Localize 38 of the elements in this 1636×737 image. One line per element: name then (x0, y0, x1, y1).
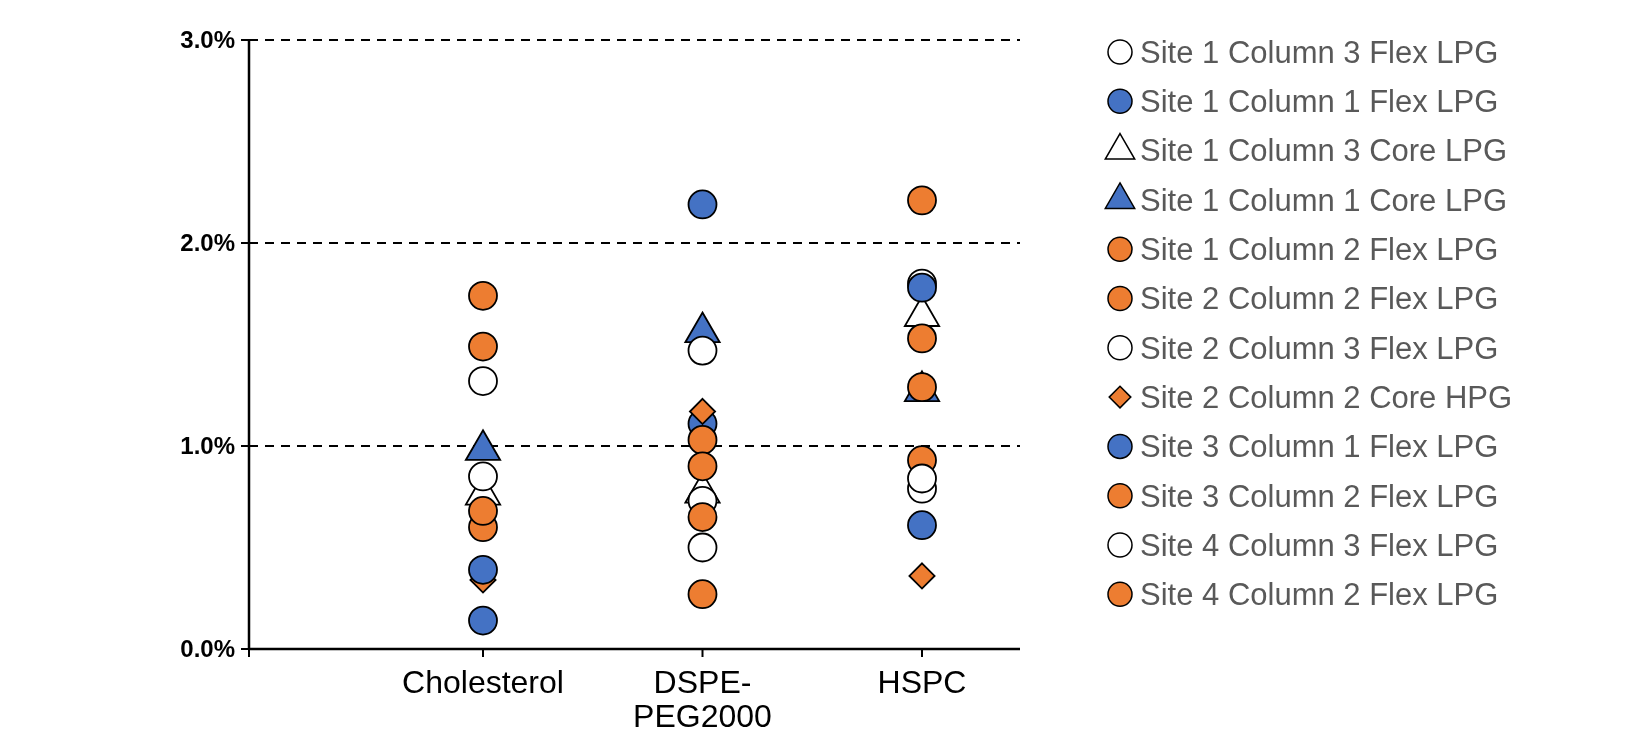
legend-label: Site 3 Column 2 Flex LPG (1140, 478, 1499, 514)
point (687, 425, 718, 455)
y-tick-label: 2.0% (180, 229, 235, 257)
x-tick-label: Cholesterol (402, 664, 564, 700)
y-tick-label: 1.0% (180, 432, 235, 460)
x-tick-label: DSPE-PEG2000 (633, 664, 772, 734)
point (907, 510, 937, 541)
point (687, 189, 718, 220)
point (687, 451, 718, 482)
legend-label: Site 3 Column 1 Flex LPG (1140, 429, 1499, 465)
point (468, 280, 498, 311)
point (908, 562, 936, 590)
legend-label: Site 2 Column 2 Core HPG (1140, 379, 1513, 415)
y-tick-label: 3.0% (180, 26, 235, 54)
legend-label: Site 2 Column 3 Flex LPG (1140, 330, 1499, 366)
x-tick-label: HSPC (877, 664, 967, 700)
point (468, 461, 498, 492)
point (687, 532, 718, 563)
point (687, 335, 718, 366)
point (687, 502, 718, 532)
point (907, 185, 937, 216)
point (907, 323, 937, 354)
point (468, 331, 498, 362)
point (468, 554, 498, 585)
point (689, 397, 716, 425)
legend-label: Site 2 Column 2 Flex LPG (1140, 281, 1499, 317)
legend-label: Site 1 Column 1 Core LPG (1140, 182, 1508, 218)
point (468, 605, 498, 636)
y-tick-label: 0.0% (180, 635, 235, 663)
legend-label: Site 4 Column 3 Flex LPG (1140, 527, 1499, 563)
legend-label: Site 1 Column 1 Flex LPG (1140, 84, 1499, 120)
point (468, 496, 498, 526)
legend-label: Site 1 Column 2 Flex LPG (1140, 232, 1499, 268)
point (907, 463, 937, 494)
point (687, 579, 718, 610)
legend-label: Site 1 Column 3 Flex LPG (1140, 34, 1499, 70)
legend-label: Site 4 Column 2 Flex LPG (1140, 577, 1499, 613)
legend-label: Site 1 Column 3 Core LPG (1140, 133, 1508, 169)
